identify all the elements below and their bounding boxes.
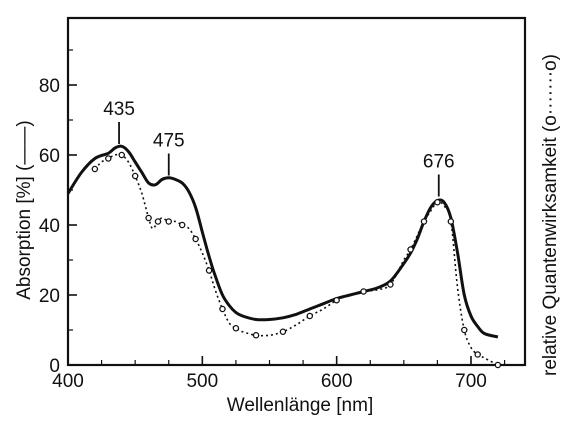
x-axis-label: Wellenlänge [nm] — [227, 395, 373, 416]
peak-label-475: 475 — [153, 131, 185, 152]
data-point — [118, 151, 125, 159]
x-tick-label-400: 400 — [52, 371, 84, 392]
data-point — [205, 267, 213, 274]
x-tick-label-600: 600 — [321, 371, 353, 392]
data-point — [178, 221, 186, 229]
data-point — [387, 281, 394, 288]
data-point — [91, 165, 99, 173]
y-tick-label-20: 20 — [39, 286, 60, 307]
data-point — [252, 331, 260, 339]
data-point — [494, 361, 502, 369]
y-tick-label-60: 60 — [39, 146, 60, 167]
data-point — [279, 328, 287, 335]
series-layer — [66, 144, 502, 369]
data-point — [219, 305, 226, 313]
y-tick-label-40: 40 — [39, 216, 60, 237]
data-point — [145, 214, 152, 222]
series-quantum-efficiency — [91, 151, 502, 369]
data-point — [154, 218, 162, 225]
y-tick-label-80: 80 — [39, 76, 60, 97]
annotation-layer: 435 475 676 — [103, 99, 455, 197]
y-ticks: 0 20 40 60 80 — [39, 49, 77, 377]
x-ticks: 400 500 600 700 — [52, 356, 506, 392]
data-point — [131, 172, 139, 180]
data-point — [434, 198, 441, 206]
data-point — [407, 246, 414, 253]
data-point — [333, 296, 340, 304]
data-point — [474, 351, 481, 358]
y-tick-label-0: 0 — [49, 356, 60, 377]
data-point — [447, 218, 455, 225]
data-point — [105, 155, 112, 162]
y-axis-label-right: relative Quantenwirksamkeit (o·······o) — [540, 54, 561, 376]
peak-label-435: 435 — [103, 99, 135, 120]
data-point — [420, 218, 428, 225]
data-point — [461, 326, 468, 334]
data-point — [306, 312, 314, 320]
data-point — [165, 218, 172, 225]
data-point — [192, 235, 199, 243]
data-point — [360, 288, 367, 295]
data-point — [232, 324, 240, 332]
y-axis-label-left: Absorption [%] (——) — [14, 120, 35, 300]
x-tick-label-500: 500 — [186, 371, 218, 392]
peak-label-676: 676 — [423, 152, 455, 173]
x-tick-label-700: 700 — [455, 371, 487, 392]
